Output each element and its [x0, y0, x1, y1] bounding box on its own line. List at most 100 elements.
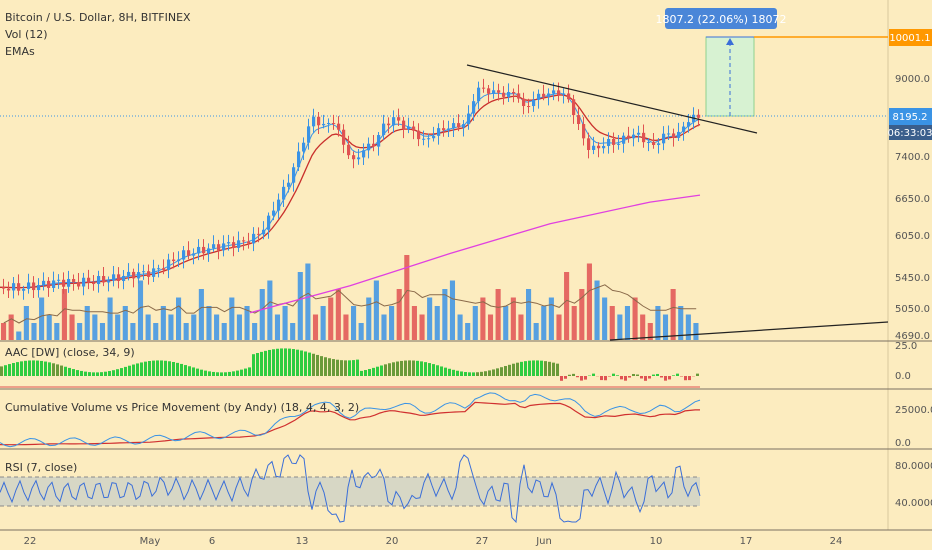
measure-area[interactable]: [705, 36, 755, 117]
price-axis[interactable]: [888, 0, 932, 550]
descending-trendline[interactable]: [466, 64, 758, 134]
ema-slow-line: [0, 94, 701, 289]
volume-bar: [564, 272, 570, 340]
candle-body: [512, 91, 516, 94]
candle-body: [282, 186, 286, 200]
volume-bar: [670, 289, 676, 340]
candle-body: [367, 143, 371, 151]
aac-bar: [372, 367, 375, 376]
aac-bar: [460, 371, 463, 376]
aac-bar: [236, 370, 239, 376]
rsi-line: [0, 454, 701, 524]
aac-bar: [428, 363, 431, 376]
aac-bar: [432, 364, 435, 376]
measure-label-box[interactable]: [665, 8, 777, 29]
emas-label[interactable]: EMAs: [5, 45, 35, 58]
aac-bar: [416, 360, 419, 376]
candle-body: [372, 143, 376, 147]
aac-bar: [684, 376, 687, 381]
candle-body: [317, 116, 321, 126]
aac-bar: [12, 363, 15, 376]
aac-bar: [28, 360, 31, 376]
rsi-label[interactable]: RSI (7, close): [5, 461, 77, 474]
volume-bar: [153, 323, 159, 340]
candle-body: [642, 132, 646, 143]
candle-body: [467, 113, 471, 125]
aac-bar: [376, 366, 379, 376]
aac-bar: [180, 363, 183, 376]
aac-bar: [648, 376, 651, 379]
aac-label[interactable]: AAC [DW] (close, 34, 9): [5, 346, 135, 359]
volume-bar: [16, 331, 22, 340]
candle-body: [537, 93, 541, 100]
volume-bar: [404, 255, 410, 340]
candle-body: [382, 123, 386, 136]
candle-body: [137, 272, 141, 279]
candle-body: [127, 271, 131, 276]
aac-bar: [136, 363, 139, 376]
volume-bar: [434, 306, 440, 340]
aac-bar: [412, 360, 415, 376]
candle-body: [607, 138, 611, 146]
aac-bar: [516, 362, 519, 376]
volume-bar: [252, 323, 258, 340]
volume-bar: [130, 323, 136, 340]
aac-bar: [156, 360, 159, 376]
current-price-text: 8195.2: [893, 112, 928, 123]
volume-bar: [122, 306, 128, 340]
volume-bar: [8, 314, 14, 340]
candle-body: [312, 116, 316, 127]
volume-bar: [229, 297, 235, 340]
candle-body: [452, 123, 456, 129]
volume-bar: [594, 280, 600, 340]
candle-body: [257, 233, 261, 235]
volume-bar: [84, 306, 90, 340]
aac-bar: [484, 371, 487, 376]
volume-bar: [259, 289, 265, 340]
candle-body: [422, 138, 426, 140]
aac-bar: [488, 370, 491, 376]
aac-bar: [656, 373, 659, 376]
candle-body: [72, 278, 76, 282]
aac-bar: [380, 365, 383, 376]
candle-body: [447, 128, 451, 131]
aac-bar: [280, 348, 283, 376]
volume-bar: [518, 314, 524, 340]
vol-label[interactable]: Vol (12): [5, 28, 48, 41]
aac-bar: [640, 376, 643, 379]
aac-bar: [400, 360, 403, 376]
aac-bar: [276, 348, 279, 376]
volume-bar: [617, 314, 623, 340]
candle-body: [302, 142, 306, 152]
aac-bar: [452, 369, 455, 376]
candle-body: [57, 279, 61, 281]
volume-bar: [487, 314, 494, 340]
cvpm-label[interactable]: Cumulative Volume vs Price Movement (by …: [5, 401, 359, 414]
cvpm-tick-label: 25000.0: [895, 405, 932, 416]
aac-bar: [168, 361, 171, 376]
aac-bar: [572, 373, 575, 376]
volume-bar: [328, 297, 334, 340]
time-tick-label: 6: [209, 536, 215, 547]
aac-bar: [592, 373, 595, 376]
candle-body: [532, 99, 536, 107]
candle-body: [112, 274, 116, 281]
aac-bar: [76, 370, 79, 376]
candle-body: [197, 246, 201, 254]
candle-body: [647, 141, 651, 143]
aac-bar: [252, 354, 255, 376]
candle-body: [487, 88, 491, 94]
candle-body: [482, 87, 486, 89]
candle-body: [697, 114, 701, 118]
aac-bar: [20, 361, 23, 376]
candle-body: [622, 135, 626, 144]
candle-body: [237, 240, 241, 248]
candle-body: [562, 93, 566, 95]
price-tick-label: 5050.0: [895, 304, 930, 315]
candle-body: [62, 279, 66, 287]
volume-bar: [39, 297, 45, 340]
rsi-path: [0, 454, 701, 524]
chart-title[interactable]: Bitcoin / U.S. Dollar, 8H, BITFINEX: [5, 11, 191, 24]
ascending-trendline[interactable]: [609, 321, 889, 341]
